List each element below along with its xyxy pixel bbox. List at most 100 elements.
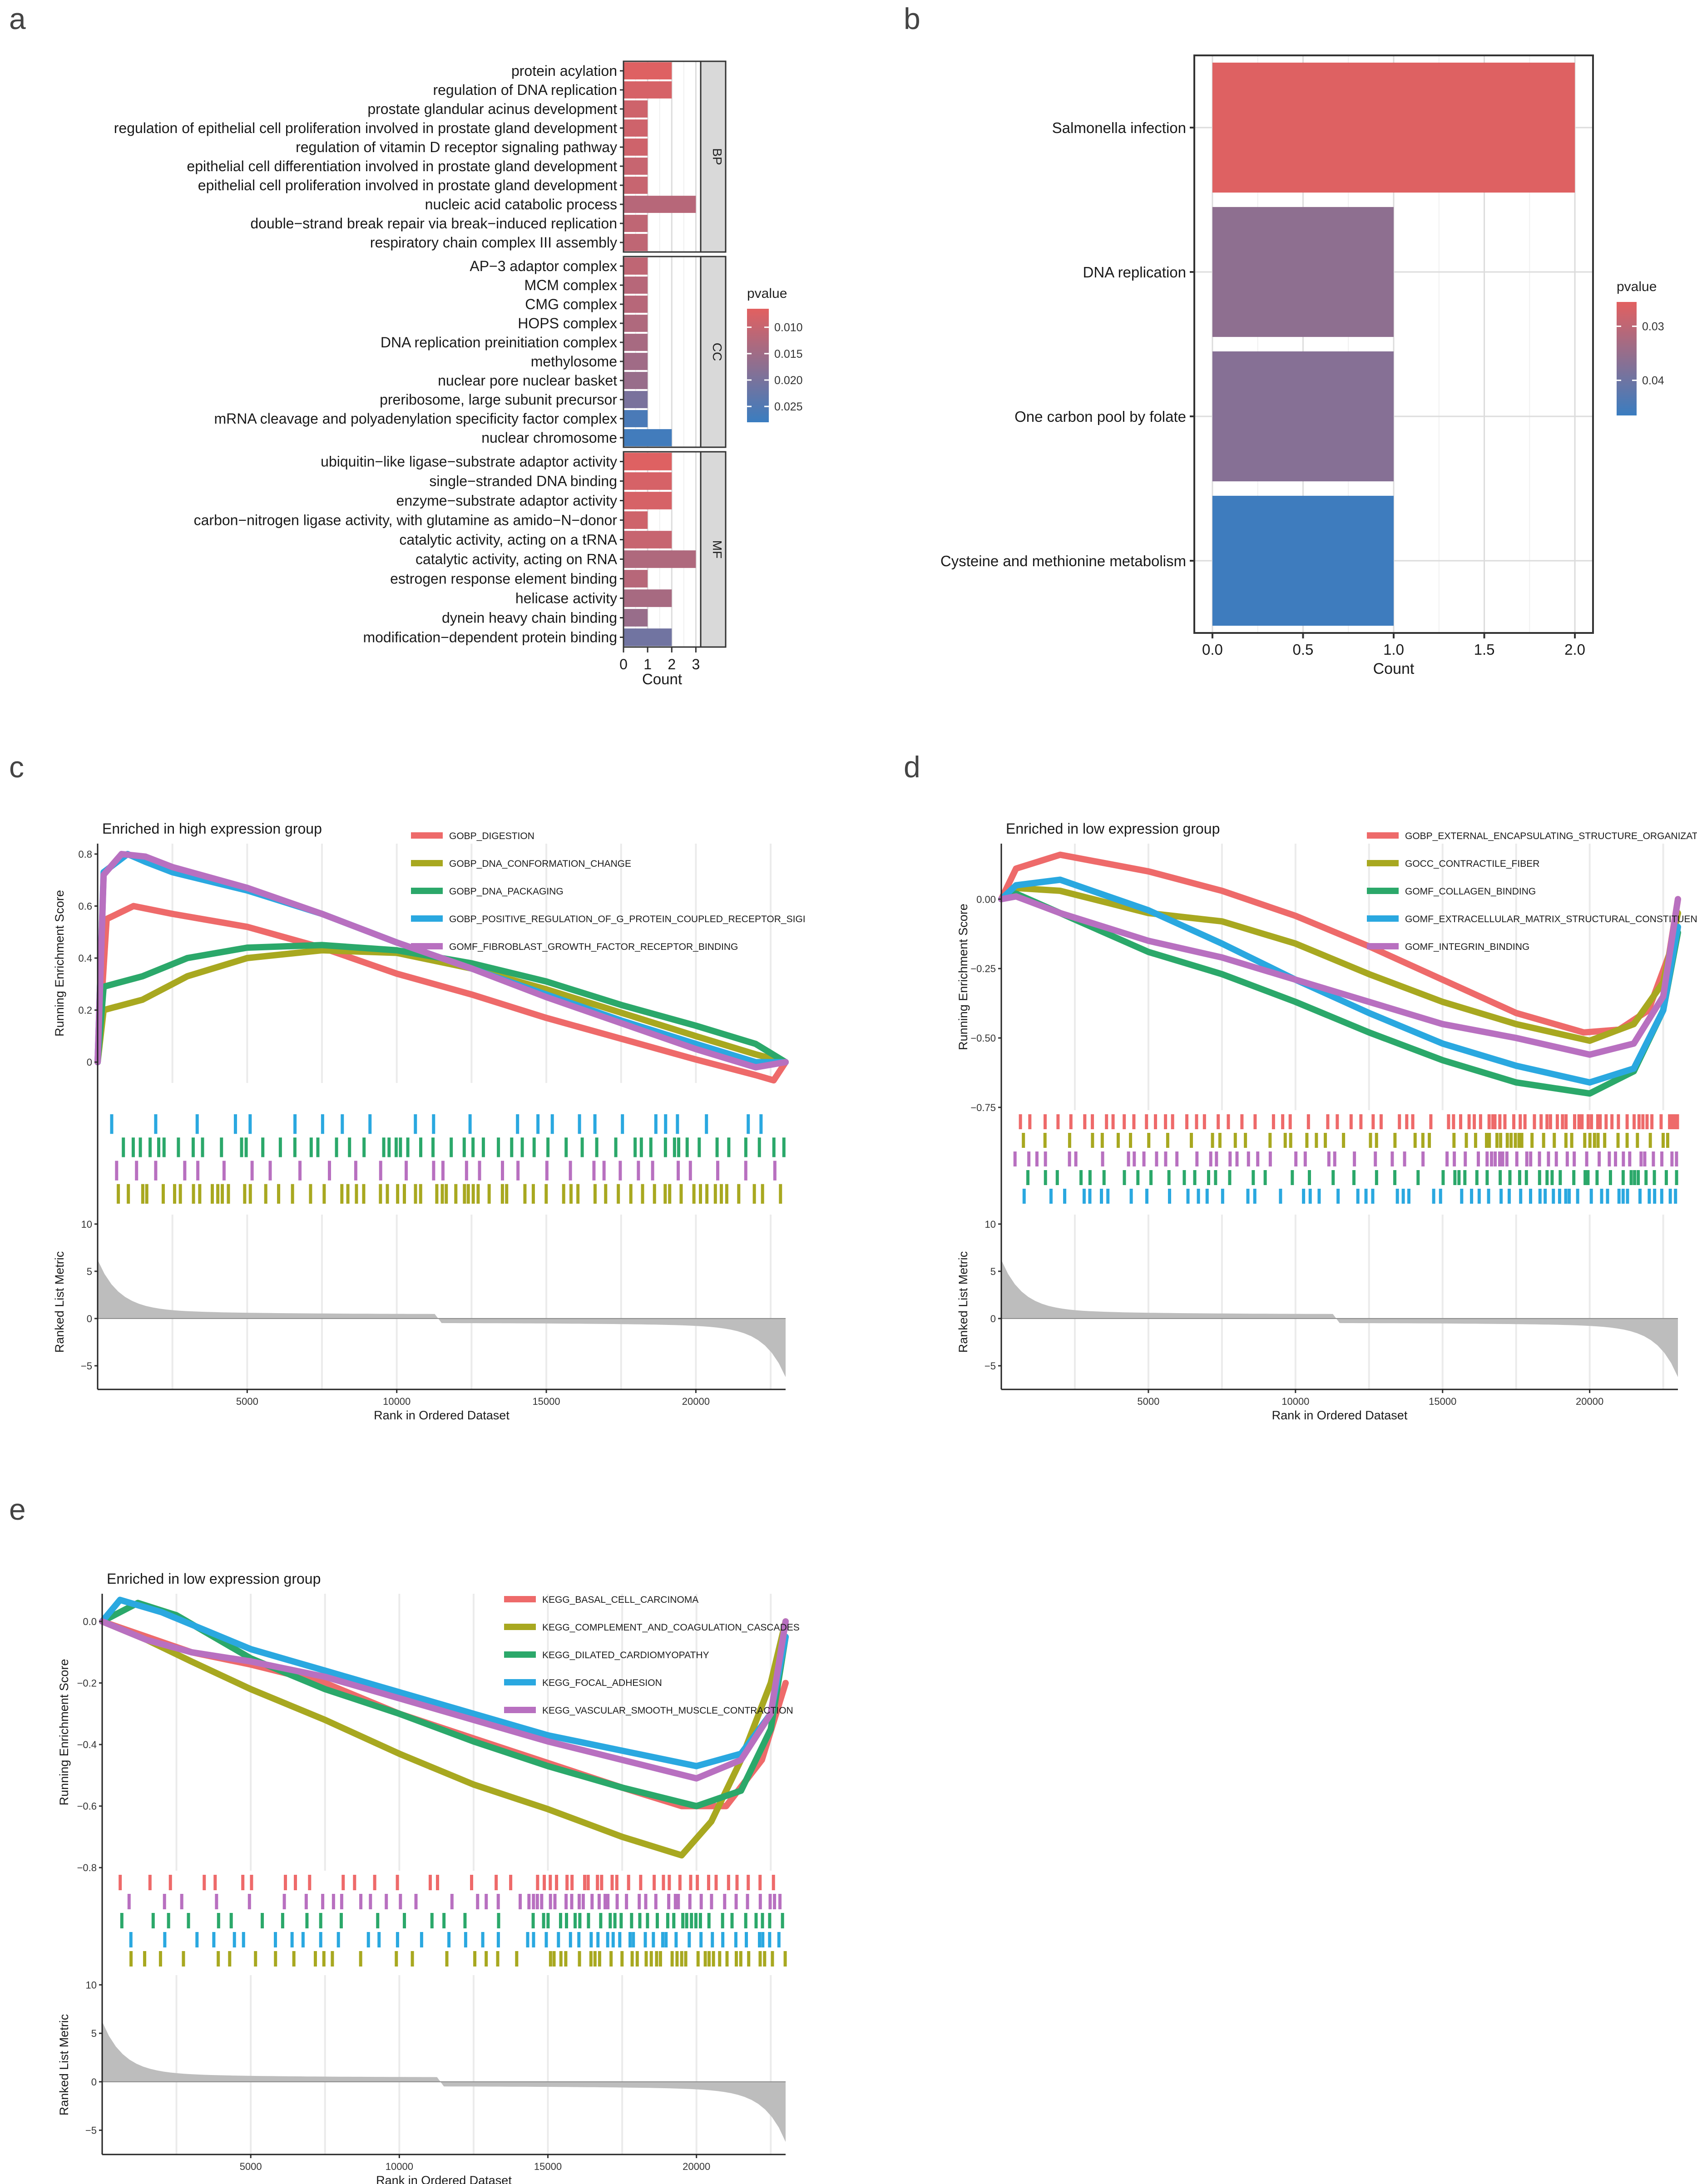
y-axis-label: Ranked List Metric xyxy=(956,1251,970,1353)
bar xyxy=(1212,495,1394,626)
y-tick-label: 0.2 xyxy=(78,1005,92,1016)
term-label: double−strand break repair via break−ind… xyxy=(250,215,617,232)
es-curve xyxy=(99,1618,789,1859)
bar xyxy=(623,453,672,470)
y-tick-label: −0.8 xyxy=(77,1862,97,1873)
x-tick-label: 5000 xyxy=(1137,1396,1159,1407)
term-label: AP−3 adaptor complex xyxy=(470,258,617,274)
bar xyxy=(623,570,648,588)
es-curve xyxy=(998,884,1681,1044)
x-tick-label: 1.5 xyxy=(1474,641,1495,658)
es-curve xyxy=(998,893,1681,1058)
legend-label: GOBP_DNA_PACKAGING xyxy=(449,886,564,897)
term-label: protein acylation xyxy=(511,63,617,79)
bar xyxy=(1212,351,1394,482)
term-label: MCM complex xyxy=(524,277,617,293)
bar xyxy=(623,391,648,408)
legend-label: KEGG_DILATED_CARDIOMYOPATHY xyxy=(542,1650,709,1660)
y-axis-label: Ranked List Metric xyxy=(53,1251,66,1353)
x-tick-label: 15000 xyxy=(532,1396,560,1407)
ranked-metric-area xyxy=(102,2021,786,2152)
es-curve xyxy=(94,850,789,1071)
panel-label-b: b xyxy=(904,2,920,35)
term-label: modification−dependent protein binding xyxy=(363,629,617,646)
term-label: respiratory chain complex III assembly xyxy=(370,234,617,251)
ranked-metric-area xyxy=(98,1260,786,1387)
term-label: enzyme−substrate adaptor activity xyxy=(396,493,617,509)
y-tick-label: −5 xyxy=(81,1360,92,1372)
x-tick-label: 20000 xyxy=(683,2161,710,2172)
legend-label: GOMF_EXTRACELLULAR_MATRIX_STRUCTURAL_CON… xyxy=(1405,914,1697,924)
bar xyxy=(623,334,648,351)
legend-label: GOBP_EXTERNAL_ENCAPSULATING_STRUCTURE_OR… xyxy=(1405,831,1697,841)
legend-label: GOMF_INTEGRIN_BINDING xyxy=(1405,942,1529,952)
facet-strip xyxy=(700,60,727,253)
term-label: catalytic activity, acting on RNA xyxy=(416,551,618,568)
y-tick-label: 0 xyxy=(91,2076,97,2088)
x-axis-label: Count xyxy=(642,671,682,687)
x-tick-label: 10000 xyxy=(383,1396,411,1407)
y-axis-label: Ranked List Metric xyxy=(57,2014,71,2116)
bar xyxy=(623,315,648,332)
term-label: epithelial cell differentiation involved… xyxy=(187,158,617,174)
bar xyxy=(1212,207,1394,337)
panel-label-a: a xyxy=(9,2,26,35)
bar xyxy=(623,158,648,175)
term-label: epithelial cell proliferation involved i… xyxy=(198,177,617,193)
y-tick-label: −0.50 xyxy=(970,1033,996,1044)
bar xyxy=(623,257,648,275)
legend-tick-label: 0.020 xyxy=(774,374,803,387)
es-curve xyxy=(94,942,789,1066)
bar xyxy=(623,511,648,529)
bar xyxy=(623,531,672,548)
y-tick-label: 0.00 xyxy=(976,894,996,905)
y-tick-label: 10 xyxy=(86,1979,97,1991)
y-tick-label: 10 xyxy=(985,1219,996,1230)
legend-label: GOBP_POSITIVE_REGULATION_OF_G_PROTEIN_CO… xyxy=(449,914,806,924)
bar xyxy=(623,81,672,99)
y-axis-label: Running Enrichment Score xyxy=(53,890,66,1037)
legend-label: GOMF_COLLAGEN_BINDING xyxy=(1405,886,1536,897)
x-tick-label: 20000 xyxy=(1576,1396,1603,1407)
es-curve xyxy=(99,1618,789,1782)
legend-label: GOMF_FIBROBLAST_GROWTH_FACTOR_RECEPTOR_B… xyxy=(449,942,738,952)
y-tick-label: 5 xyxy=(990,1266,996,1277)
y-tick-label: 0.8 xyxy=(78,849,92,860)
legend-tick-label: 0.03 xyxy=(1642,321,1664,333)
x-axis-label: Rank in Ordered Dataset xyxy=(376,2174,512,2184)
term-label: CMG complex xyxy=(525,296,617,312)
term-label: methylosome xyxy=(531,353,617,370)
y-tick-label: −0.25 xyxy=(970,963,996,974)
category-label: One carbon pool by folate xyxy=(1014,408,1186,425)
term-label: nuclear chromosome xyxy=(481,430,617,446)
es-curve xyxy=(99,1596,789,1769)
term-label: regulation of DNA replication xyxy=(433,82,617,98)
x-tick-label: 5000 xyxy=(236,1396,258,1407)
y-tick-label: −0.4 xyxy=(77,1739,97,1750)
y-tick-label: 10 xyxy=(81,1219,92,1230)
category-label: Cysteine and methionine metabolism xyxy=(940,553,1186,569)
facet-strip-label: MF xyxy=(710,540,724,558)
y-tick-label: −0.2 xyxy=(77,1678,97,1689)
facet-strip-label: BP xyxy=(710,148,724,165)
legend-tick-label: 0.010 xyxy=(774,321,803,334)
x-tick-label: 2 xyxy=(668,656,676,672)
term-label: DNA replication preinitiation complex xyxy=(381,334,617,351)
bar xyxy=(623,429,672,446)
term-label: prostate glandular acinus development xyxy=(367,101,617,117)
panel-label-e: e xyxy=(9,1492,26,1526)
panel-a-go-barplot: protein acylation regulation of DNA repli… xyxy=(114,60,803,687)
x-tick-label: 0 xyxy=(619,656,628,672)
x-tick-label: 5000 xyxy=(240,2161,262,2172)
x-axis-label: Rank in Ordered Dataset xyxy=(374,1408,510,1422)
x-tick-label: 15000 xyxy=(534,2161,562,2172)
bar xyxy=(623,410,648,427)
term-label: dynein heavy chain binding xyxy=(442,610,617,626)
plot-title: Enriched in low expression group xyxy=(107,1571,321,1587)
x-axis-label: Rank in Ordered Dataset xyxy=(1272,1408,1408,1422)
bar xyxy=(623,472,672,490)
x-tick-label: 1 xyxy=(643,656,652,672)
legend-colorbar xyxy=(747,309,769,422)
x-tick-label: 3 xyxy=(692,656,700,672)
panel-d-gsea-plot: Enriched in low expression group −0.75 −0.… xyxy=(956,820,1697,1422)
